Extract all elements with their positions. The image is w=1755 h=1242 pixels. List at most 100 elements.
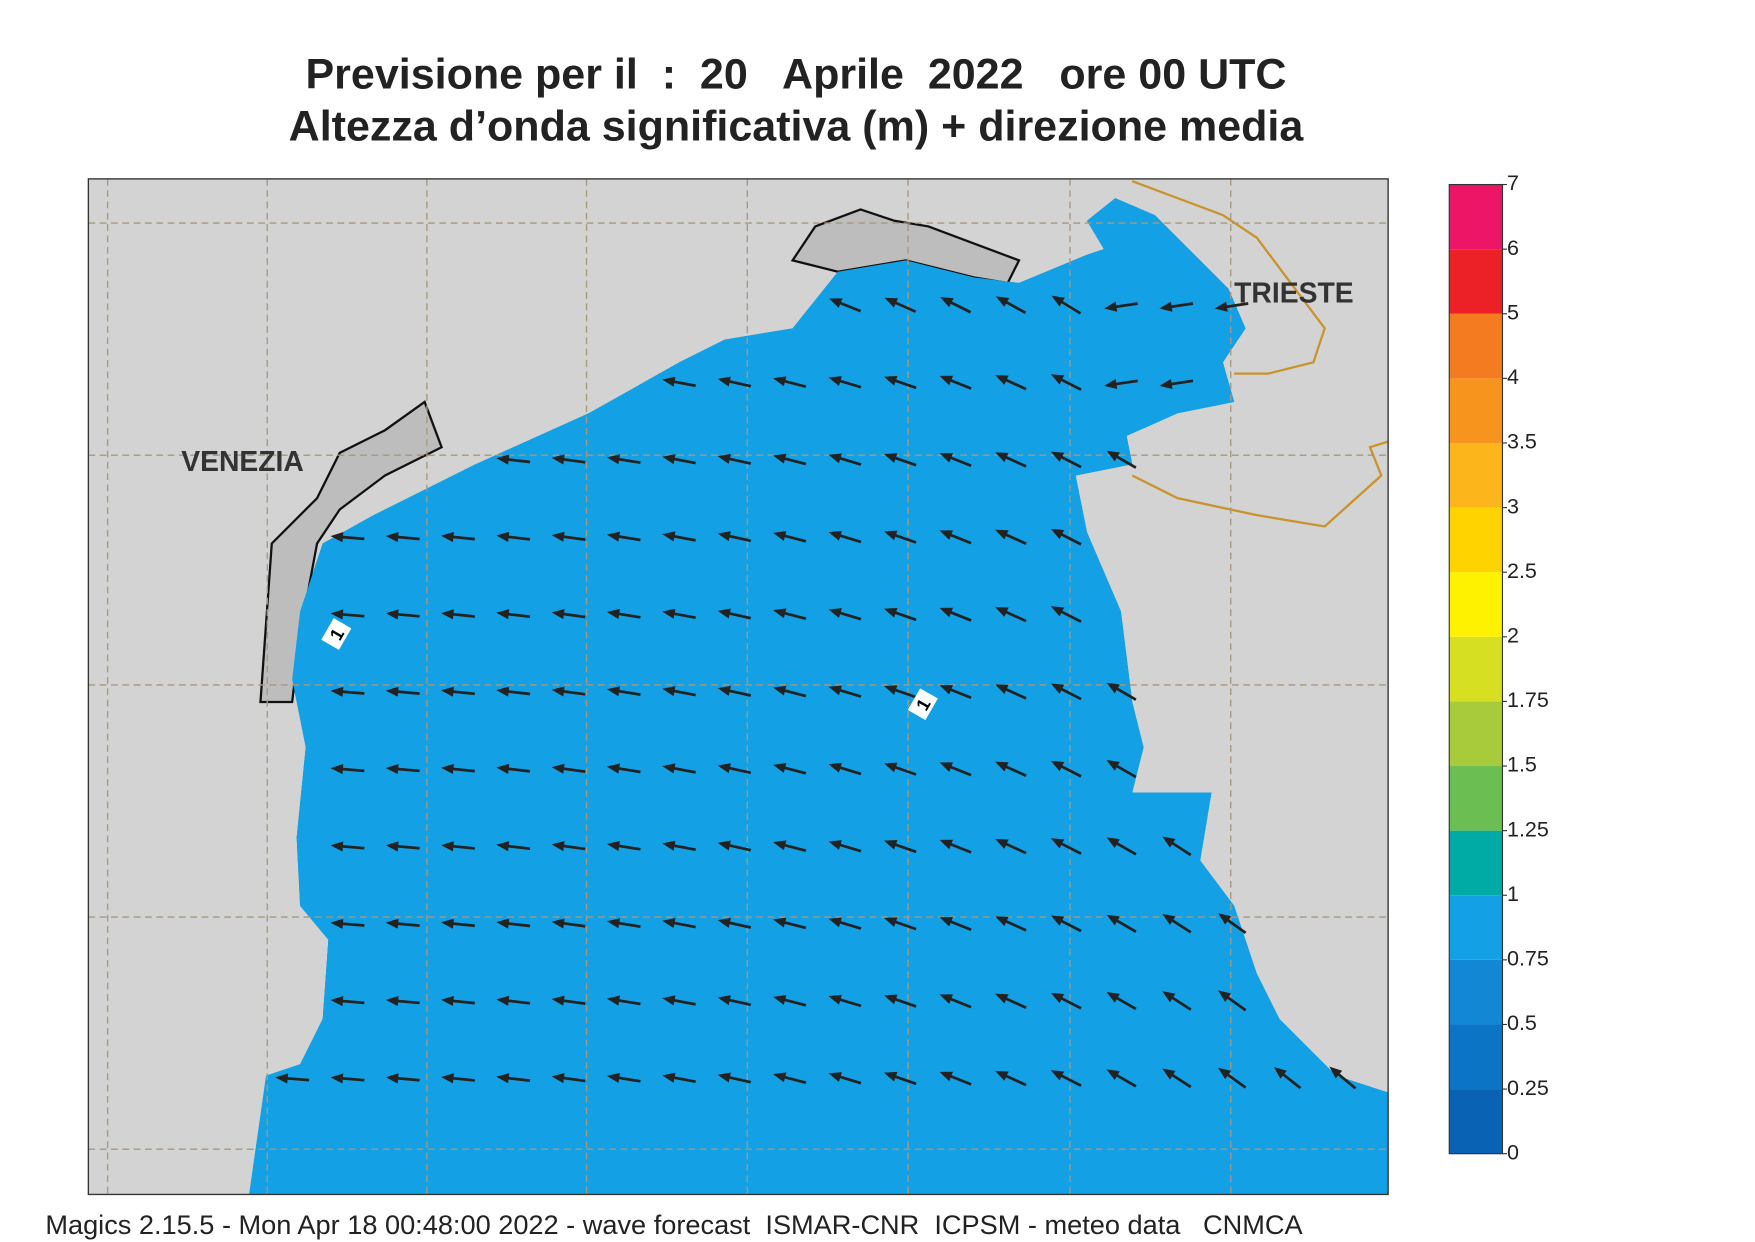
arrow-head: [829, 298, 843, 308]
colorbar-label: 1: [1507, 882, 1519, 906]
arrow-head: [773, 453, 787, 464]
arrow-head: [551, 531, 565, 542]
arrow-head: [1162, 913, 1176, 925]
arrow-head: [717, 531, 731, 542]
arrow-head: [551, 609, 565, 620]
arrow-head: [828, 994, 842, 1005]
arrow-head: [1106, 450, 1120, 462]
arrow-head: [939, 839, 954, 850]
arrow-head: [385, 609, 399, 620]
arrow-head: [275, 1073, 289, 1084]
arrow-head: [883, 762, 898, 773]
arrow-head: [717, 376, 731, 387]
arrow-head: [606, 995, 621, 1006]
colorbar-label: 0.5: [1507, 1011, 1537, 1035]
footer: Magics 2.15.5 - Mon Apr 18 00:48:00 2022…: [45, 1209, 1303, 1240]
arrow-head: [606, 608, 621, 619]
arrow-head: [662, 686, 676, 697]
arrow-head: [773, 995, 787, 1005]
arrow-head: [1050, 606, 1065, 617]
arrow-head: [939, 607, 954, 618]
arrow-head: [1050, 374, 1065, 385]
arrow-head: [995, 607, 1009, 617]
arrow-head: [773, 376, 787, 387]
arrow-head: [939, 453, 954, 463]
arrow-head: [883, 917, 898, 927]
arrow-head: [385, 1073, 399, 1084]
arrow-head: [441, 918, 454, 929]
arrow-head: [717, 685, 731, 696]
colorbar-band: [1449, 184, 1503, 250]
arrow-head: [606, 918, 621, 929]
arrow-head: [496, 686, 510, 697]
arrow-head: [606, 1072, 621, 1083]
arrow-head: [995, 529, 1009, 540]
arrow-head: [385, 995, 399, 1007]
arrow-head: [717, 840, 731, 851]
arrow-head: [995, 839, 1009, 849]
colorbar-band: [1449, 249, 1503, 314]
arrow-head: [883, 375, 898, 386]
arrow-head: [773, 763, 787, 773]
arrow-head: [883, 839, 898, 850]
colorbar-band: [1449, 830, 1503, 896]
colorbar-label: 2: [1507, 624, 1519, 648]
arrow-head: [606, 840, 621, 851]
arrow-head: [441, 686, 454, 697]
colorbar-label: 2.5: [1507, 559, 1537, 583]
arrow-head: [828, 685, 842, 696]
place-label: VENEZIA: [181, 445, 304, 477]
arrow-head: [883, 607, 898, 618]
arrow-head: [1218, 1067, 1232, 1080]
contour-label: 1: [907, 688, 938, 721]
arrow-head: [496, 454, 510, 465]
arrow-head: [662, 376, 676, 387]
arrow-head: [662, 918, 676, 929]
wave-direction-arrows: [275, 295, 1357, 1090]
map: VENEZIA TRIESTE 1 1: [88, 178, 1389, 1195]
arrow-head: [551, 454, 565, 465]
arrow-head: [1218, 913, 1232, 925]
arrow-head: [828, 608, 842, 618]
arrow-head: [995, 916, 1009, 927]
arrow-head: [441, 609, 454, 620]
arrow-head: [496, 531, 510, 542]
colorbar-label: 3: [1507, 494, 1519, 518]
arrow-head: [828, 917, 842, 928]
arrow-head: [441, 531, 454, 543]
arrow-head: [1104, 301, 1118, 312]
arrow-head: [773, 917, 787, 928]
arrow-head: [1106, 914, 1120, 926]
arrow-head: [606, 531, 621, 542]
colorbar-band: [1449, 1024, 1503, 1090]
arrow-head: [940, 297, 954, 308]
arrow-head: [662, 995, 676, 1006]
arrow-head: [884, 297, 899, 308]
arrow-head: [606, 763, 621, 774]
colorbar-label: 5: [1507, 300, 1519, 324]
arrow-head: [330, 764, 344, 775]
arrow-head: [662, 763, 676, 774]
colorbar-band: [1449, 636, 1503, 702]
arrow-head: [717, 917, 731, 928]
arrow-head: [385, 686, 399, 697]
arrow-head: [773, 840, 787, 851]
arrow-head: [496, 841, 510, 852]
arrow-head: [1051, 295, 1065, 307]
arrow-head: [662, 531, 676, 542]
arrow-head: [717, 608, 731, 619]
colorbar-label: 1.25: [1507, 817, 1549, 841]
arrow-head: [1106, 992, 1120, 1003]
colorbar-band: [1449, 442, 1503, 508]
arrow-head: [939, 1071, 954, 1082]
arrow-head: [441, 763, 454, 775]
arrow-head: [883, 994, 898, 1005]
arrow-head: [330, 609, 344, 620]
arrow-head: [330, 996, 344, 1007]
arrow-head: [496, 1073, 510, 1084]
arrow-head: [1106, 760, 1120, 771]
arrow-head: [828, 530, 842, 541]
arrow-head: [1159, 378, 1173, 390]
arrow-head: [995, 375, 1009, 385]
